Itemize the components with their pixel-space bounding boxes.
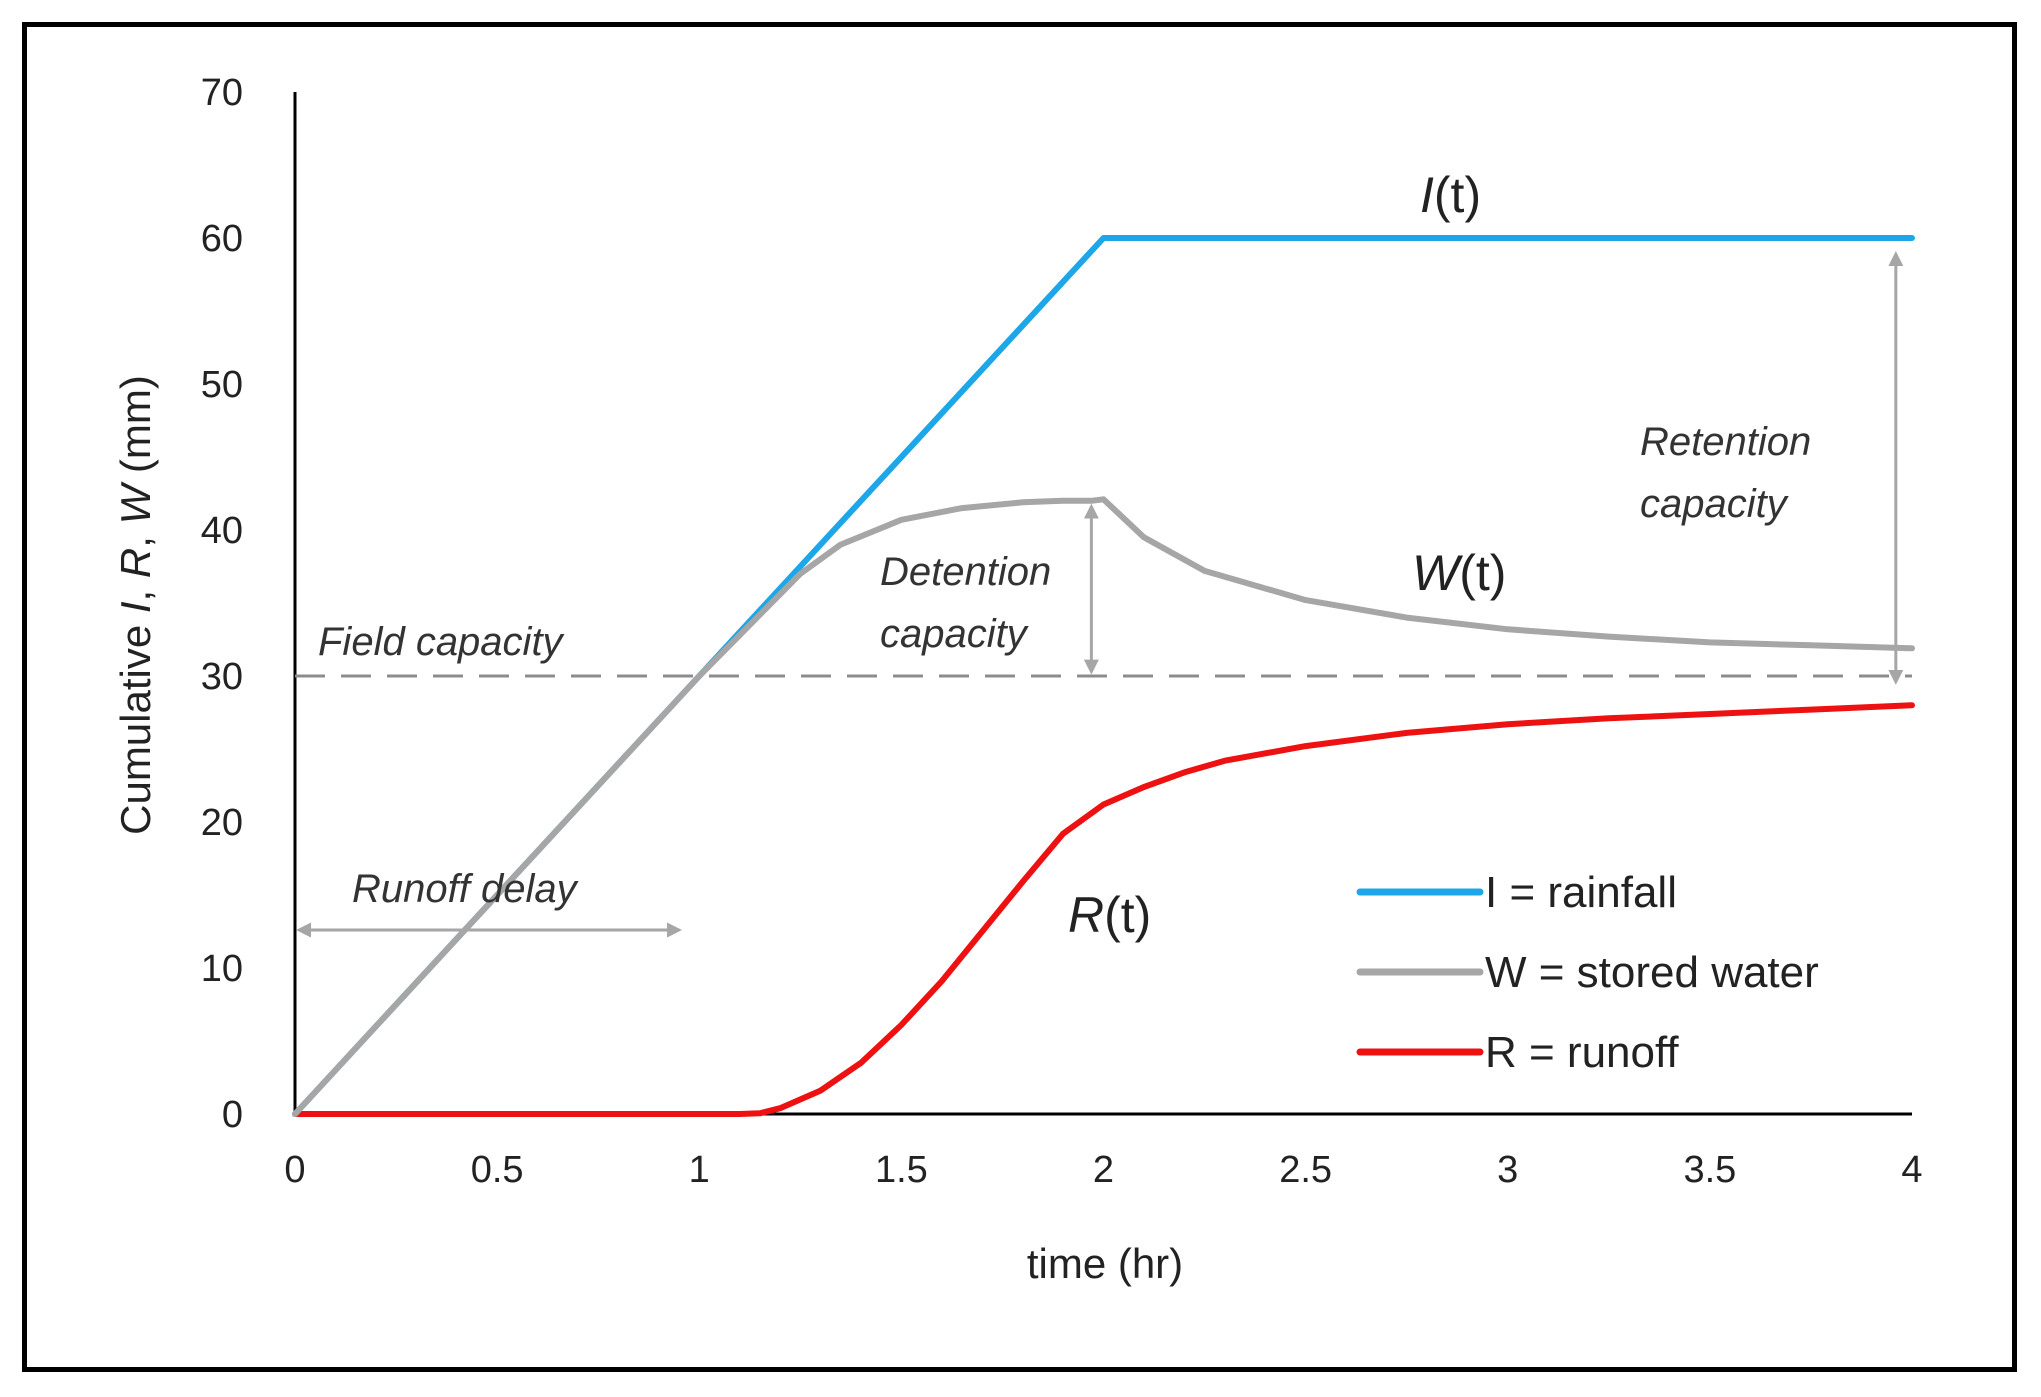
retention-line-1: Retention bbox=[1640, 420, 1811, 464]
series-line-stored-water bbox=[292, 496, 1915, 1117]
legend-item-runoff-label: R = runoff bbox=[1485, 1028, 1679, 1077]
runoff-delay-label: Runoff delay bbox=[352, 867, 580, 911]
y-axis-title-part: W bbox=[112, 481, 159, 524]
curve-label-W: W(t) bbox=[1412, 545, 1506, 601]
curve-label-R: R(t) bbox=[1068, 887, 1151, 943]
y-tick-label: 0 bbox=[222, 1094, 243, 1136]
curve-label-I: I(t) bbox=[1420, 167, 1481, 223]
x-tick-label: 3 bbox=[1497, 1149, 1518, 1191]
retention-line-2: capacity bbox=[1640, 482, 1790, 526]
field-capacity-label: Field capacity bbox=[318, 620, 566, 664]
y-axis-title-part: Cumulative bbox=[112, 613, 159, 835]
series-line-runoff bbox=[292, 702, 1915, 1117]
y-tick-label: 40 bbox=[201, 510, 243, 552]
y-tick-label: 10 bbox=[201, 948, 243, 990]
y-tick-label: 50 bbox=[201, 364, 243, 406]
y-axis-title: Cumulative I, R, W (mm) bbox=[112, 375, 159, 835]
x-tick-label: 1.5 bbox=[875, 1149, 928, 1191]
detention-capacity-label: Detention capacity bbox=[880, 550, 1062, 656]
x-tick-label: 0 bbox=[284, 1149, 305, 1191]
retention-capacity-label: Retention capacity bbox=[1640, 420, 1822, 526]
x-tick-label: 0.5 bbox=[471, 1149, 524, 1191]
y-tick-label: 30 bbox=[201, 656, 243, 698]
figure-frame bbox=[22, 22, 2017, 1372]
y-axis-title-part: R bbox=[112, 548, 159, 578]
y-axis-title-part: I bbox=[112, 601, 159, 613]
y-axis-title-part: , bbox=[112, 524, 159, 547]
y-tick-label: 20 bbox=[201, 802, 243, 844]
legend-item-stored-water-label: W = stored water bbox=[1485, 948, 1819, 997]
x-axis-title: time (hr) bbox=[1027, 1240, 1183, 1287]
x-tick-label: 2 bbox=[1093, 1149, 1114, 1191]
legend-item-rainfall-label: I = rainfall bbox=[1485, 868, 1677, 917]
x-tick-label: 4 bbox=[1901, 1149, 1922, 1191]
y-axis-title-part: (mm) bbox=[112, 375, 159, 485]
y-tick-label: 60 bbox=[201, 218, 243, 260]
y-tick-label: 70 bbox=[201, 72, 243, 114]
detention-line-2: capacity bbox=[880, 612, 1030, 656]
detention-line-1: Detention bbox=[880, 550, 1051, 594]
x-tick-label: 2.5 bbox=[1279, 1149, 1332, 1191]
x-tick-label: 3.5 bbox=[1683, 1149, 1736, 1191]
y-axis-title-part: , bbox=[112, 578, 159, 601]
x-tick-label: 1 bbox=[689, 1149, 710, 1191]
